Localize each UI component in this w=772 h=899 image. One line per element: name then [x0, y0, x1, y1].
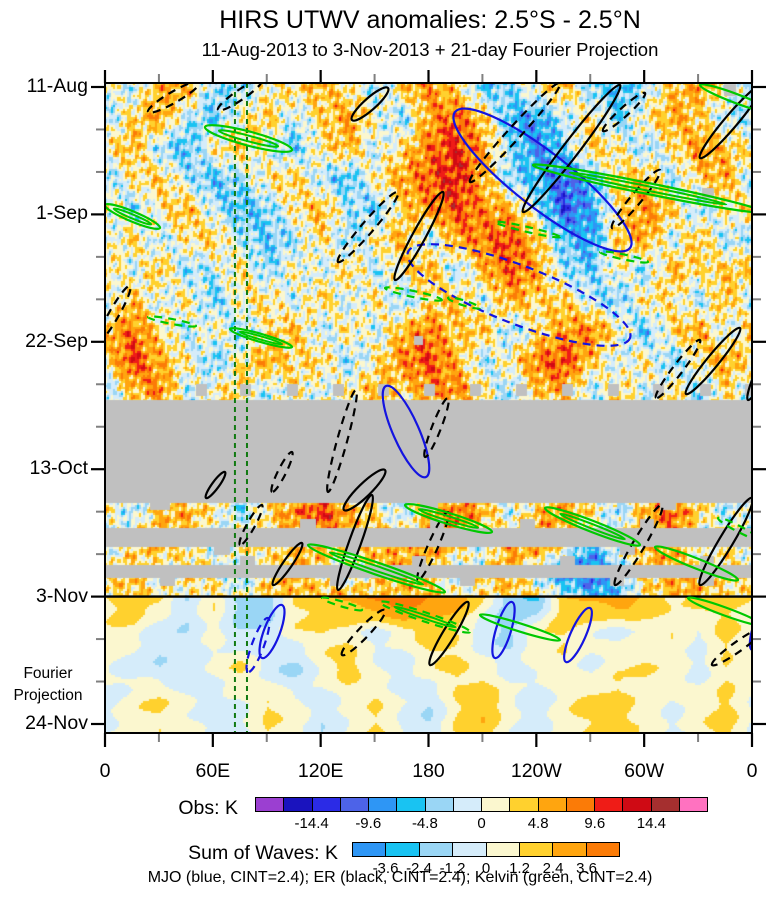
colorbar-segment	[452, 843, 486, 856]
colorbar-segment	[594, 798, 623, 811]
fourier-label-line1: Fourier	[23, 665, 73, 682]
x-tick-label: 60E	[195, 760, 231, 782]
y-tick-label: 13-Oct	[29, 457, 88, 480]
colorbar-tick-label: 0	[477, 815, 486, 832]
colorbar-segment	[283, 798, 312, 811]
contour-caption: MJO (blue, CINT=2.4); ER (black, CINT=2.…	[147, 869, 653, 886]
waves-colorbar	[352, 842, 620, 857]
y-tick-label: 24-Nov	[25, 712, 88, 734]
y-tick-label: 3-Nov	[35, 584, 88, 607]
colorbar-segment	[585, 843, 619, 856]
x-tick-label: 60W	[624, 760, 665, 782]
hovmoller-field-canvas	[105, 83, 752, 733]
y-tick-label: 22-Sep	[25, 329, 88, 352]
page-title: HIRS UTWV anomalies: 2.5°S - 2.5°N	[219, 6, 641, 34]
x-tick-label: 120E	[297, 760, 344, 782]
obs-colorbar	[255, 797, 708, 812]
colorbar-segment	[565, 798, 594, 811]
colorbar-tick-label: 4.8	[527, 815, 549, 832]
colorbar-tick-label: -14.4	[294, 815, 329, 832]
colorbar-segment	[353, 843, 386, 856]
colorbar-segment	[622, 798, 651, 811]
page-subtitle: 11-Aug-2013 to 3-Nov-2013 + 21-day Fouri…	[201, 39, 659, 60]
colorbar-segment	[339, 798, 368, 811]
colorbar-segment	[481, 798, 510, 811]
y-tick-label: 1-Sep	[35, 202, 88, 225]
colorbar-segment	[678, 798, 707, 811]
x-tick-label: 120W	[510, 760, 562, 782]
obs-colorbar-label: Obs: K	[178, 797, 238, 819]
colorbar-segment	[385, 843, 419, 856]
colorbar-segment	[452, 798, 481, 811]
colorbar-tick-label: -4.8	[411, 815, 438, 832]
colorbar-segment	[518, 843, 553, 856]
colorbar-segment	[552, 843, 586, 856]
colorbar-segment	[311, 798, 340, 811]
colorbar-segment	[368, 798, 397, 811]
y-axis-fourier-label: Fourier Projection	[4, 663, 92, 708]
x-tick-label: 0	[99, 760, 111, 782]
fourier-label-line2: Projection	[13, 687, 83, 705]
colorbar-segment	[396, 798, 425, 811]
waves-colorbar-label: Sum of Waves: K	[188, 842, 338, 864]
colorbar-tick-label: 9.6	[584, 815, 606, 832]
x-tick-label: 180	[412, 760, 445, 782]
colorbar-segment	[485, 843, 519, 856]
colorbar-segment	[256, 798, 284, 811]
colorbar-segment	[537, 798, 566, 811]
colorbar-segment	[424, 798, 453, 811]
x-tick-label: 0	[746, 760, 758, 782]
colorbar-tick-label: 14.4	[636, 815, 666, 832]
y-tick-label: 11-Aug	[26, 75, 88, 97]
colorbar-tick-label: -9.6	[355, 815, 382, 832]
colorbar-segment	[650, 798, 679, 811]
colorbar-segment	[418, 843, 453, 856]
colorbar-segment	[509, 798, 538, 811]
